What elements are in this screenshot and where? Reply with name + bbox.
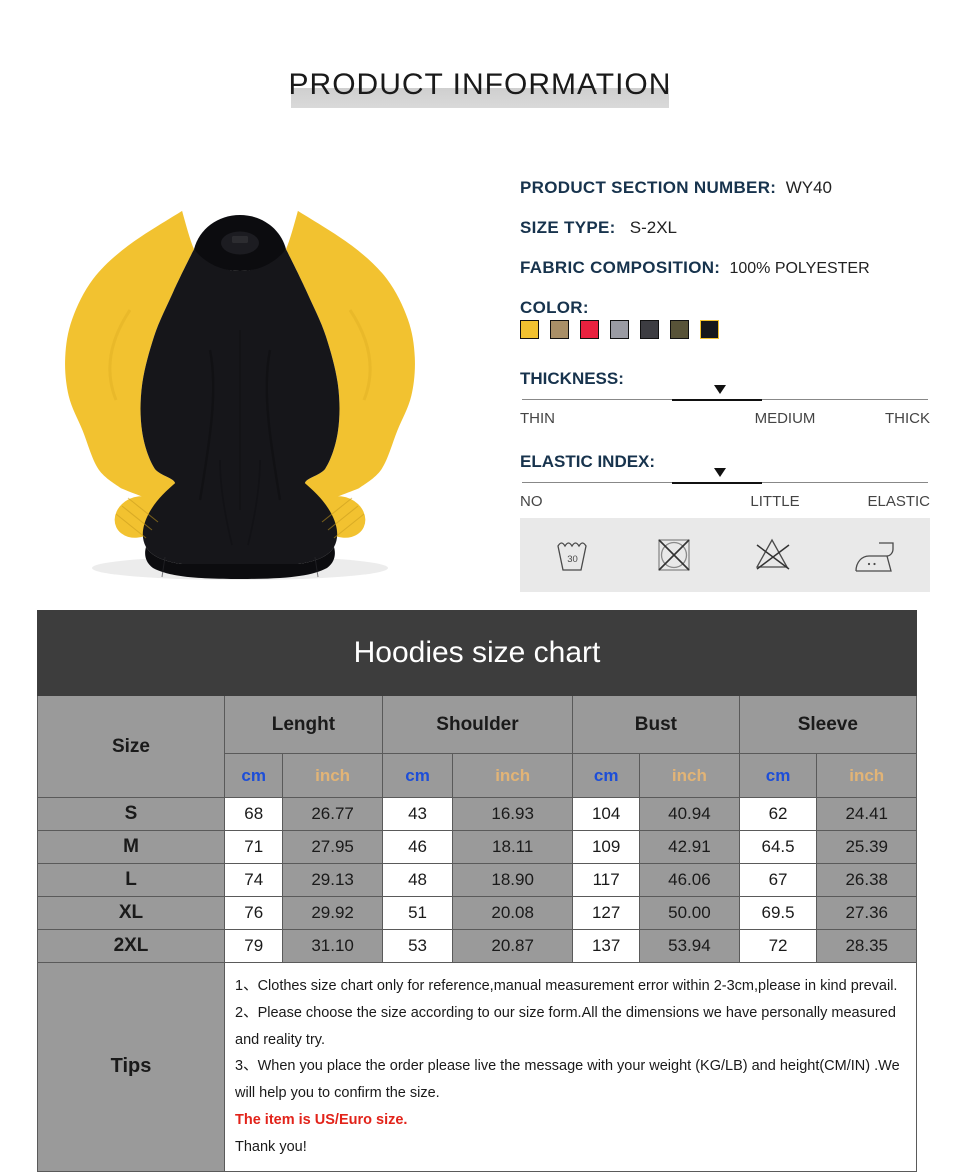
svg-text:30: 30 xyxy=(567,554,578,565)
